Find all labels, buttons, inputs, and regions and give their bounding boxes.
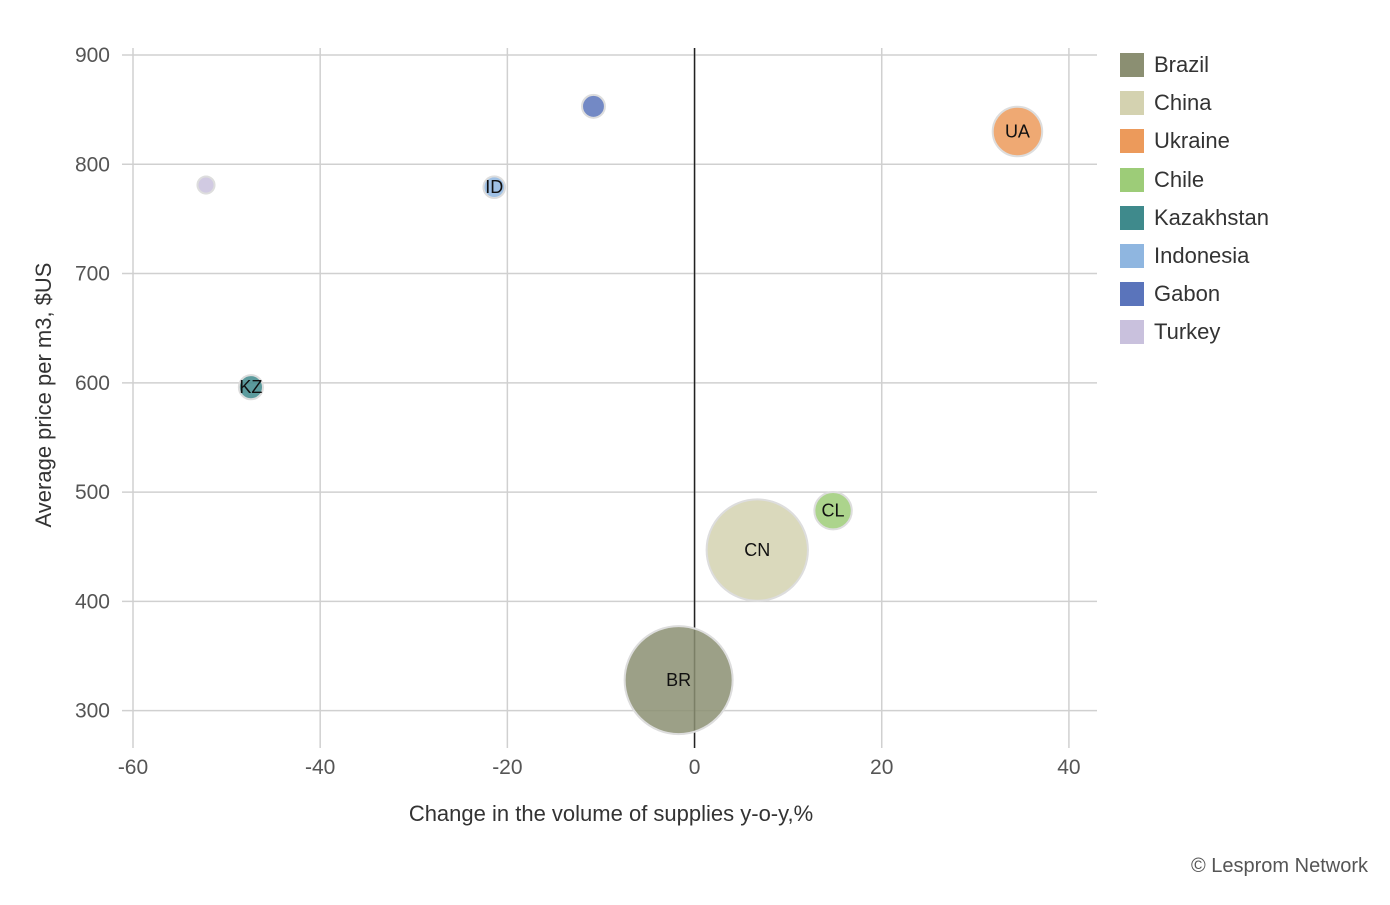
bubble-gabon[interactable] xyxy=(581,93,606,119)
bubble-kazakhstan[interactable] xyxy=(237,374,265,401)
x-tick-labels: -60 -40 -20 0 20 40 xyxy=(118,756,1081,779)
legend-label: Chile xyxy=(1154,166,1205,192)
legend-item-indonesia[interactable]: Indonesia xyxy=(1120,237,1269,275)
legend-label: Indonesia xyxy=(1154,243,1250,269)
y-tick-label: 800 xyxy=(75,153,110,176)
bubble-chile[interactable] xyxy=(813,490,853,531)
bubble-label-indonesia: ID xyxy=(485,177,503,197)
legend-label: Ukraine xyxy=(1154,128,1230,154)
legend-item-brazil[interactable]: Brazil xyxy=(1120,46,1269,84)
legend-item-kazakhstan[interactable]: Kazakhstan xyxy=(1120,199,1269,237)
x-tick-label: -60 xyxy=(118,756,148,779)
y-tick-labels: 300 400 500 600 700 800 900 xyxy=(75,44,110,723)
bubble-ukraine[interactable] xyxy=(991,105,1044,158)
y-axis-title: Average price per m3, $US xyxy=(31,263,56,528)
x-tick-label: 0 xyxy=(689,756,701,779)
legend-swatch xyxy=(1120,282,1144,307)
y-tick-label: 400 xyxy=(75,590,110,613)
legend-item-china[interactable]: China xyxy=(1120,84,1269,122)
legend-label: Gabon xyxy=(1154,281,1221,307)
legend-swatch xyxy=(1120,244,1144,269)
bubble-indonesia[interactable] xyxy=(482,175,507,200)
y-tick-label: 700 xyxy=(75,263,110,286)
x-tick-label: 40 xyxy=(1057,756,1080,779)
bubble-brazil[interactable] xyxy=(623,625,734,736)
bubble-label-ukraine: UA xyxy=(1005,121,1030,141)
bubble-label-chile: CL xyxy=(822,501,845,521)
legend-label: Kazakhstan xyxy=(1154,204,1269,230)
bubble-labels: BR CN UA CL KZ ID xyxy=(239,121,1030,690)
grid-lines xyxy=(122,48,1097,748)
bubble-label-kazakhstan: KZ xyxy=(239,377,262,397)
legend: Brazil China Ukraine Chile Kazakhstan Indones… xyxy=(1120,46,1269,352)
x-tick-label: -20 xyxy=(492,756,522,779)
legend-swatch xyxy=(1120,129,1144,154)
legend-item-turkey[interactable]: Turkey xyxy=(1120,313,1269,351)
legend-label: China xyxy=(1154,90,1212,116)
legend-item-chile[interactable]: Chile xyxy=(1120,161,1269,199)
legend-swatch xyxy=(1120,205,1144,230)
legend-label: Brazil xyxy=(1154,52,1210,78)
legend-label: Turkey xyxy=(1154,319,1221,345)
legend-swatch xyxy=(1120,167,1144,192)
legend-item-gabon[interactable]: Gabon xyxy=(1120,275,1269,313)
bubble-label-china: CN xyxy=(744,540,770,560)
y-tick-label: 600 xyxy=(75,372,110,395)
bubble-label-brazil: BR xyxy=(666,670,691,690)
y-tick-label: 900 xyxy=(75,44,110,67)
bubble-turkey[interactable] xyxy=(196,175,216,195)
y-tick-label: 300 xyxy=(75,700,110,723)
legend-swatch xyxy=(1120,320,1144,345)
copyright-credit: © Lesprom Network xyxy=(1190,855,1368,877)
y-tick-label: 500 xyxy=(75,481,110,504)
bubble-china[interactable] xyxy=(705,498,809,602)
legend-item-ukraine[interactable]: Ukraine xyxy=(1120,122,1269,160)
x-tick-label: 20 xyxy=(870,756,893,779)
legend-swatch xyxy=(1120,91,1144,116)
bubble-marks xyxy=(196,93,1044,736)
legend-swatch xyxy=(1120,53,1144,78)
x-axis-title: Change in the volume of supplies y-o-y,% xyxy=(409,801,813,826)
x-tick-label: -40 xyxy=(305,756,335,779)
